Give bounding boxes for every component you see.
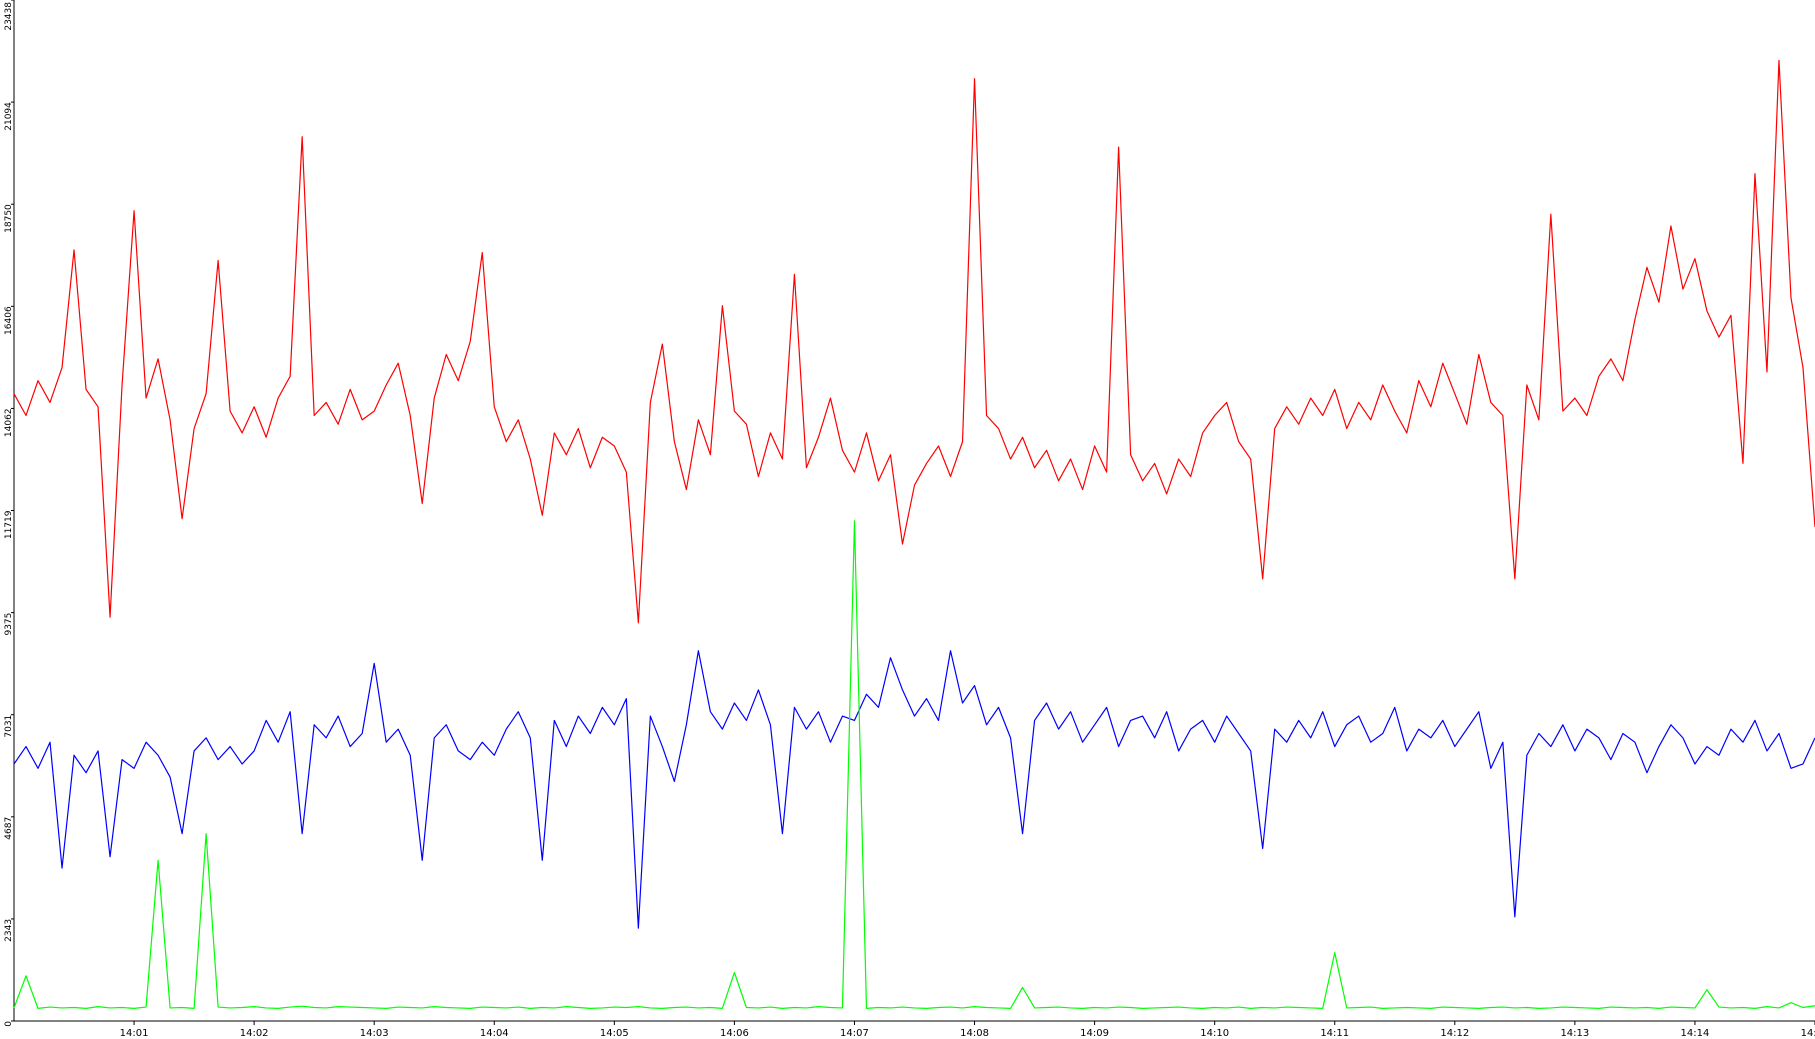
y-tick-label: 9375 [4,613,14,636]
y-tick-label: 23438 [4,2,14,31]
y-tick-label: 4687 [4,817,14,840]
x-tick-label: 14:12 [1440,1028,1469,1039]
x-tick-label: 14:09 [1080,1028,1109,1039]
series-line [13,520,1815,1009]
y-tick-label: 7031 [4,715,14,738]
y-tick-label: 0 [4,1021,14,1027]
x-tick-label: 14:06 [720,1028,749,1039]
x-tick-label: 14:08 [960,1028,989,1039]
x-tick-label: 14:04 [480,1028,509,1039]
x-tick-label: 14:01 [120,1028,149,1039]
x-tick-label: 14:07 [840,1028,869,1039]
x-tick-label: 14:15 [1801,1028,1815,1039]
x-tick-label: 14:13 [1560,1028,1589,1039]
y-tick-label: 18750 [4,204,14,233]
x-tick-label: 14:03 [360,1028,389,1039]
y-tick-label: 16406 [4,306,14,335]
x-tick-label: 14:11 [1320,1028,1349,1039]
x-tick-label: 14:05 [600,1028,629,1039]
y-tick-label: 21094 [4,102,14,131]
x-tick-label: 14:02 [240,1028,269,1039]
series-line [13,59,1815,624]
y-tick-label: 2343 [4,919,14,942]
x-tick-label: 14:10 [1200,1028,1229,1039]
y-tick-label: 11719 [4,510,14,539]
y-tick-label: 14062 [4,408,14,437]
series-line [13,650,1815,929]
x-tick-label: 14:14 [1681,1028,1710,1039]
